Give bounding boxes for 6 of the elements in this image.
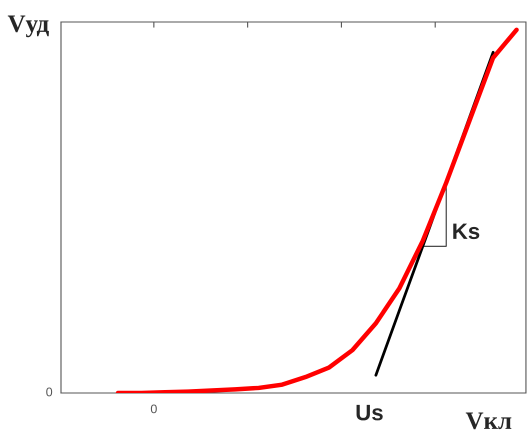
annotation: Ks — [453, 224, 480, 240]
text: 0 — [150, 404, 157, 414]
text: Us — [356, 404, 383, 420]
y-axis-title: Vуд — [8, 15, 49, 38]
text: 0 — [46, 388, 52, 396]
x-axis-title: Vкл — [466, 412, 512, 430]
